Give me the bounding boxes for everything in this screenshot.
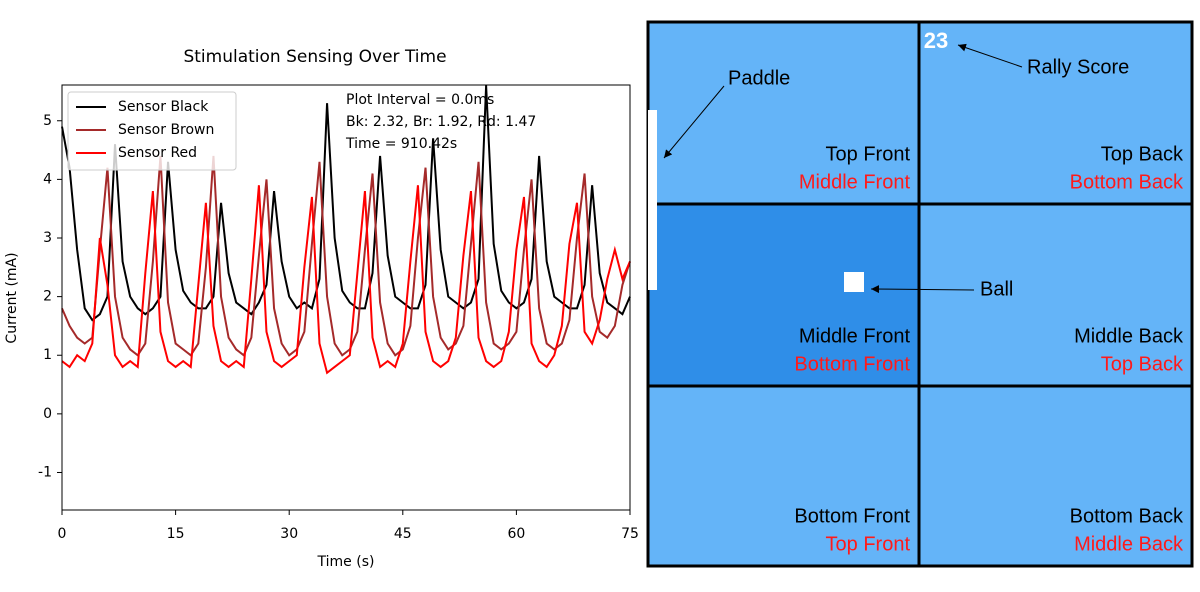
score: 23 (924, 28, 948, 53)
arrow (957, 43, 1023, 68)
x-tick-label: 0 (58, 526, 67, 542)
cell-sublabel: Middle Back (1074, 533, 1184, 555)
y-tick-label: -1 (38, 464, 52, 480)
annotation: Bk: 2.32, Br: 1.92, Rd: 1.47 (346, 114, 536, 130)
cell-label: Top Front (826, 143, 911, 165)
y-axis-label: Current (mA) (4, 252, 20, 343)
chart-title: Stimulation Sensing Over Time (183, 47, 446, 67)
x-axis-label: Time (s) (317, 554, 375, 570)
legend-label: Sensor Red (118, 145, 197, 161)
line (61, 85, 631, 322)
annotation: Time = 910.42s (345, 136, 457, 152)
cell-label: Top Back (1101, 143, 1184, 165)
x-tick-label: 45 (394, 526, 412, 542)
annotation: Ball (980, 278, 1013, 300)
y-tick-label: 3 (43, 230, 52, 246)
y-tick-label: 2 (43, 289, 52, 305)
ball (844, 272, 864, 292)
annotation: Rally Score (1027, 56, 1129, 78)
cell-label: Middle Front (799, 325, 911, 347)
legend-box (67, 91, 237, 171)
legend-label: Sensor Black (118, 99, 209, 115)
cell-label: Middle Back (1074, 325, 1184, 347)
y-tick-label: 5 (43, 113, 52, 129)
x-tick-label: 15 (167, 526, 185, 542)
x-tick-label: 60 (507, 526, 525, 542)
grid-cell (646, 384, 921, 568)
cell-sublabel: Top Back (1101, 353, 1184, 375)
cell-sublabel: Middle Front (799, 171, 911, 193)
line (61, 155, 631, 357)
cell-sublabel: Top Front (826, 533, 911, 555)
grid-cell (646, 202, 921, 388)
chart: Stimulation Sensing Over Time Time (s) C… (4, 47, 639, 570)
grid-cell (917, 20, 1194, 206)
grid-cell (917, 384, 1194, 568)
cell-label: Bottom Front (794, 505, 910, 527)
legend-label: Sensor Brown (118, 122, 214, 138)
arrow (663, 85, 725, 159)
grid-cell (917, 202, 1194, 388)
plot-frame (61, 84, 631, 511)
x-tick-label: 30 (280, 526, 298, 542)
y-tick-label: 0 (43, 406, 52, 422)
paddle (648, 110, 657, 290)
cell-sublabel: Bottom Back (1070, 171, 1184, 193)
cell-label: Bottom Back (1070, 505, 1184, 527)
line (61, 185, 631, 375)
arrow (870, 285, 975, 294)
y-tick-label: 1 (43, 347, 52, 363)
y-tick-label: 4 (43, 171, 52, 187)
x-tick-label: 75 (621, 526, 639, 542)
annotation: Plot Interval = 0.0ms (346, 92, 494, 108)
cell-sublabel: Bottom Front (794, 353, 910, 375)
annotation: Paddle (728, 67, 790, 89)
grid-cell (646, 20, 921, 206)
game: Top Front Middle Front Top Back Bottom Back… (646, 20, 1194, 568)
